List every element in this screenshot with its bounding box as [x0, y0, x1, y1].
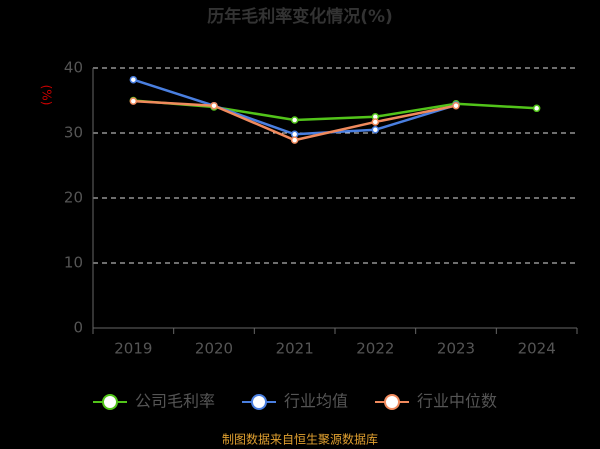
point	[290, 116, 299, 124]
chart-title: 历年毛利率变化情况(%)	[207, 6, 393, 27]
x-tick-label: 2024	[518, 340, 556, 358]
y-tick-label: 30	[64, 124, 83, 142]
point	[290, 136, 299, 144]
x-tick-label: 2019	[114, 340, 152, 358]
y-tick-label: 40	[64, 59, 83, 77]
legend-marker	[102, 394, 118, 410]
source-note: 制图数据来自恒生聚源数据库	[222, 432, 378, 447]
legend-label: 行业均值	[284, 392, 348, 411]
series-line	[132, 78, 457, 136]
x-tick-label: 2021	[276, 340, 314, 358]
y-tick-label: 10	[64, 254, 83, 272]
legend-marker	[384, 394, 400, 410]
y-axis-label: (%)	[40, 85, 54, 106]
point	[129, 75, 138, 84]
y-tick-label: 0	[73, 319, 83, 337]
legend-label: 公司毛利率	[135, 392, 215, 411]
point	[371, 118, 380, 126]
point	[532, 104, 541, 113]
point	[210, 101, 218, 110]
point	[452, 101, 460, 110]
legend-label: 行业中位数	[417, 392, 497, 411]
point	[129, 97, 138, 105]
point	[371, 126, 380, 134]
x-tick-label: 2022	[356, 340, 394, 358]
legend-marker	[251, 394, 267, 410]
x-tick-label: 2023	[437, 340, 475, 358]
y-tick-label: 20	[64, 189, 83, 207]
x-tick-label: 2020	[195, 340, 233, 358]
